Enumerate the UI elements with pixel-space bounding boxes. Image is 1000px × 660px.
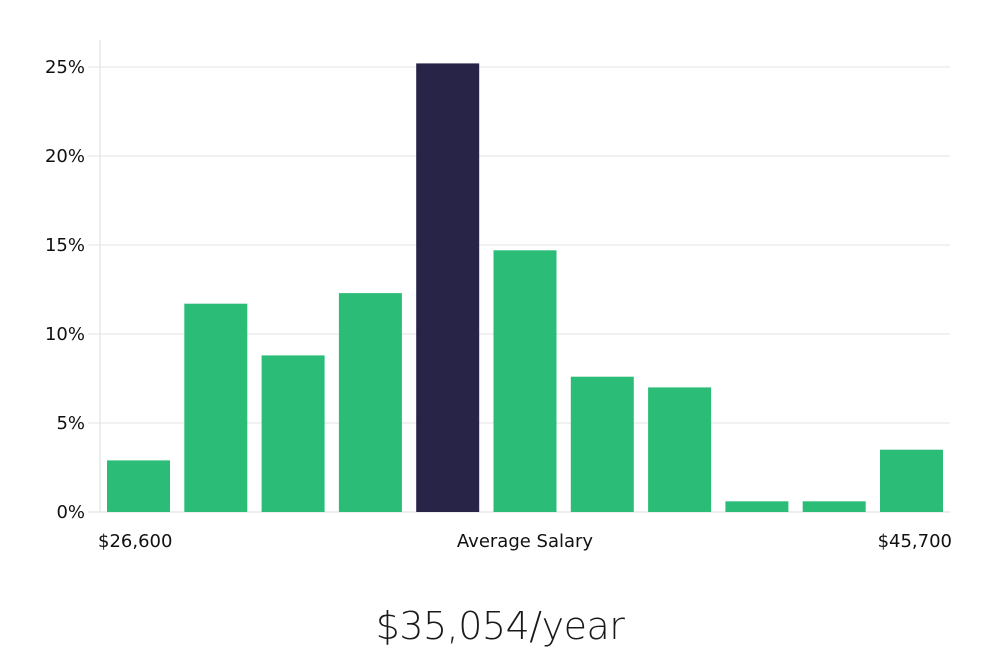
bar-10 xyxy=(880,449,943,512)
x-axis-label: Average Salary xyxy=(457,531,594,552)
bar-2 xyxy=(261,355,325,512)
x-range-min-label: $26,600 xyxy=(98,531,172,552)
bar-6 xyxy=(570,376,634,512)
y-tick-label-20: 20% xyxy=(45,146,85,167)
y-tick-label-15: 15% xyxy=(45,235,85,256)
bar-8 xyxy=(725,501,789,512)
y-tick-label-10: 10% xyxy=(45,324,85,345)
bar-1 xyxy=(184,303,248,512)
bar-7 xyxy=(648,387,712,512)
bar-9 xyxy=(802,501,866,512)
y-tick-label-25: 25% xyxy=(45,57,85,78)
bar-3 xyxy=(338,293,402,512)
bars xyxy=(107,63,943,513)
x-range-max-label: $45,700 xyxy=(878,531,952,552)
y-tick-label-0: 0% xyxy=(56,502,85,523)
y-tick-label-5: 5% xyxy=(56,413,85,434)
y-axis-ticks: 0% 5% 10% 15% 20% 25% xyxy=(45,57,85,523)
salary-histogram: 0%5%10%15%20%25% $26,600 Average Salary … xyxy=(45,40,952,552)
bar-5 xyxy=(493,250,557,513)
average-salary-value: $35,054/year xyxy=(375,604,625,648)
bar-0 xyxy=(107,460,170,512)
bar-average-salary xyxy=(416,63,480,513)
